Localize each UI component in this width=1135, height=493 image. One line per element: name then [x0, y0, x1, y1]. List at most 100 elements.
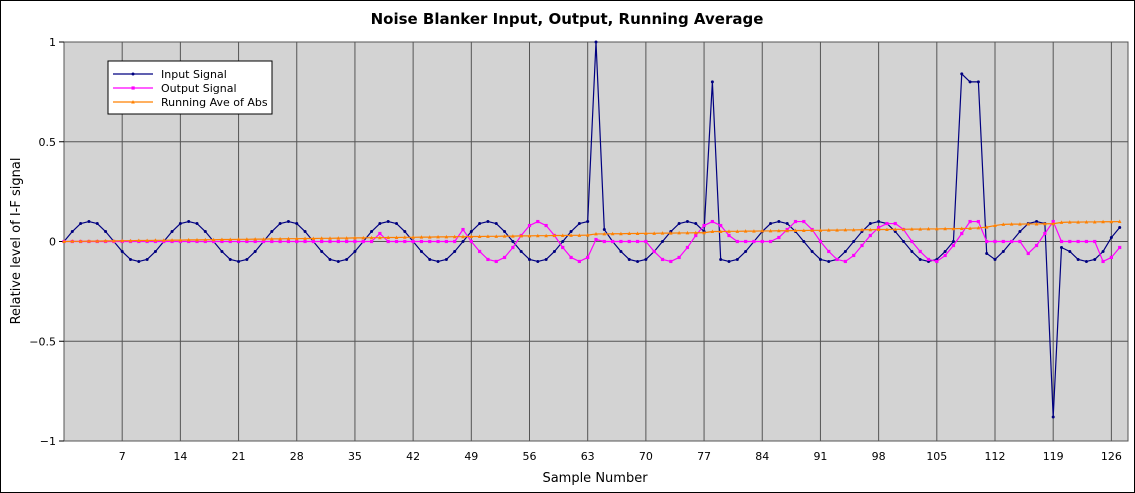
data-point	[718, 229, 723, 234]
data-point	[719, 223, 723, 228]
data-point	[345, 239, 349, 244]
data-point	[187, 239, 191, 244]
data-point	[112, 238, 116, 243]
data-point	[319, 236, 324, 240]
data-point	[602, 231, 607, 236]
data-point	[245, 257, 249, 261]
data-point	[328, 236, 332, 240]
data-point	[228, 237, 233, 242]
data-point	[1051, 415, 1055, 419]
data-point	[843, 259, 847, 264]
data-point	[993, 223, 997, 228]
data-point	[636, 259, 640, 263]
data-point	[685, 230, 690, 235]
data-point	[228, 257, 232, 261]
data-point	[752, 239, 756, 244]
data-point	[1043, 231, 1047, 236]
x-tick-label: 49	[464, 450, 478, 463]
data-point	[536, 219, 540, 224]
data-point	[320, 249, 324, 253]
data-point	[161, 238, 166, 242]
data-point	[502, 234, 507, 238]
data-point	[868, 222, 872, 226]
data-point	[1118, 226, 1122, 230]
data-point	[186, 237, 191, 242]
data-point	[344, 236, 349, 240]
data-point	[552, 249, 556, 253]
data-point	[635, 239, 640, 244]
data-point	[1035, 220, 1039, 224]
data-point	[660, 231, 665, 235]
data-point	[918, 249, 922, 254]
data-point	[120, 249, 124, 253]
data-point	[1084, 259, 1088, 263]
data-point	[544, 223, 548, 228]
y-tick-label: 0	[49, 236, 56, 249]
data-point	[1018, 230, 1022, 234]
data-point	[536, 259, 540, 263]
data-point	[835, 257, 839, 262]
data-point	[1001, 239, 1005, 244]
x-tick-label: 119	[1043, 450, 1064, 463]
data-point	[602, 228, 606, 232]
data-point	[901, 227, 906, 231]
data-point	[511, 245, 515, 250]
data-point	[685, 245, 690, 250]
data-point	[461, 234, 465, 239]
data-point	[860, 227, 864, 232]
data-point	[769, 222, 773, 226]
data-point	[768, 228, 773, 233]
data-point	[585, 233, 590, 237]
data-point	[744, 249, 748, 253]
data-point	[843, 249, 847, 253]
data-point	[926, 257, 931, 262]
data-point	[195, 239, 199, 244]
data-point	[195, 237, 199, 242]
data-point	[237, 259, 241, 263]
x-tick-label: 70	[639, 450, 653, 463]
data-point	[303, 239, 307, 244]
x-tick-label: 98	[872, 450, 886, 463]
data-point	[469, 230, 473, 234]
data-point	[935, 259, 939, 264]
data-point	[1092, 219, 1097, 224]
x-tick-label: 105	[926, 450, 947, 463]
data-point	[419, 249, 423, 253]
data-point	[959, 226, 964, 231]
data-point	[295, 222, 299, 226]
data-point	[951, 226, 956, 231]
data-point	[461, 227, 465, 232]
data-point	[619, 239, 623, 244]
data-point	[486, 220, 490, 224]
data-point	[902, 240, 906, 243]
data-point	[428, 239, 432, 244]
data-point	[768, 239, 773, 244]
data-point	[951, 240, 955, 243]
data-point	[95, 222, 99, 226]
data-point	[486, 257, 490, 262]
data-point	[710, 229, 715, 234]
x-tick-label: 63	[581, 450, 595, 463]
data-point	[1068, 249, 1072, 253]
data-point	[278, 239, 282, 244]
data-point	[477, 234, 482, 239]
x-axis-title: Sample Number	[542, 471, 648, 486]
data-point	[885, 221, 889, 226]
data-point	[918, 227, 922, 231]
data-point	[336, 236, 341, 240]
data-point	[278, 236, 282, 241]
x-tick-label: 84	[755, 450, 769, 463]
data-point	[228, 239, 232, 244]
data-point	[710, 219, 714, 224]
x-tick-label: 56	[523, 450, 537, 463]
data-point	[677, 222, 681, 226]
data-point	[353, 235, 357, 240]
data-point	[893, 221, 897, 226]
data-point	[577, 222, 581, 226]
data-point	[1034, 221, 1039, 226]
data-point	[1051, 221, 1055, 226]
data-point	[993, 239, 997, 244]
data-point	[220, 249, 224, 253]
data-point	[178, 238, 183, 242]
